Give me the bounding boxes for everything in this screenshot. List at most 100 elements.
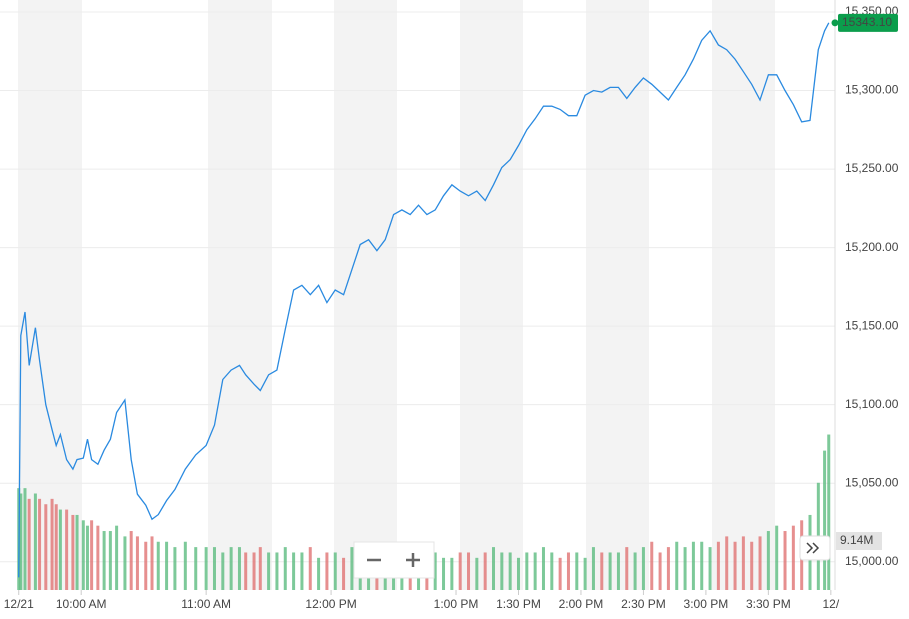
volume-bar [44, 504, 48, 590]
volume-bar [533, 552, 537, 590]
volume-bar [583, 557, 587, 590]
volume-bar [525, 552, 529, 590]
volume-bar [641, 547, 645, 590]
volume-bar [33, 493, 37, 590]
volume-bar [616, 552, 620, 590]
volume-bar [129, 531, 133, 590]
band [334, 0, 397, 590]
volume-bar [750, 541, 754, 590]
volume-bar [650, 541, 654, 590]
volume-bar [50, 498, 54, 590]
volume-bar [566, 552, 570, 590]
volume-bar [558, 557, 562, 590]
volume-bar [183, 541, 187, 590]
volume-bar [58, 509, 62, 590]
volume-bar [237, 547, 241, 590]
plot [18, 22, 830, 578]
volume-bar [144, 541, 148, 590]
band [208, 0, 272, 590]
volume-bar [300, 552, 304, 590]
volume-bar [135, 536, 139, 590]
volume-bar [96, 525, 100, 590]
volume-bar [165, 541, 169, 590]
volume-bar [483, 552, 487, 590]
last-tag-label: 15343.10 [842, 15, 892, 29]
volume-bar [308, 547, 312, 590]
volume-bar [708, 547, 712, 590]
volume-bar [108, 531, 112, 590]
volume-bar [102, 531, 106, 590]
volume-bar [475, 557, 479, 590]
scroll-button[interactable] [799, 535, 831, 561]
volume-bar [212, 547, 216, 590]
labels: 15,000.00 15,050.00 15,100.00 15,150.00 15,2… [4, 4, 899, 611]
y-tick-label: 15,150.00 [845, 318, 899, 332]
volume-bar [733, 541, 737, 590]
volume-bar [700, 541, 704, 590]
volume-bar [85, 525, 89, 590]
band [460, 0, 523, 590]
volume-bar [766, 531, 770, 590]
volume-bar [267, 552, 271, 590]
x-tick-label: 1:30 PM [496, 597, 541, 611]
last-tag [838, 13, 898, 32]
volume-bar [492, 547, 496, 590]
volume-bar [292, 552, 296, 590]
x-tick-label: 12/ [822, 597, 839, 611]
volume-bar [333, 552, 337, 590]
volume-bar [150, 536, 154, 590]
band [712, 0, 775, 590]
volume-bar [229, 547, 233, 590]
volume-tag [836, 532, 882, 550]
x-tick-label: 2:30 PM [621, 597, 666, 611]
volume-bar [81, 520, 85, 590]
volume-bar [90, 520, 94, 590]
volume-bar [450, 557, 454, 590]
volume-bar [725, 536, 729, 590]
volume-bar [500, 552, 504, 590]
y-tick-label: 15,200.00 [845, 240, 899, 254]
grid [0, 11, 835, 563]
volume-bar [550, 552, 554, 590]
volume-bar [633, 552, 637, 590]
chevron [806, 542, 820, 554]
volume-bar [675, 541, 679, 590]
x-tick-label: 3:30 PM [746, 597, 791, 611]
volume-bar [600, 552, 604, 590]
volume-bar [221, 552, 225, 590]
x-tick-label: 10:00 AM [56, 597, 107, 611]
zoom-controls[interactable] [353, 541, 435, 579]
x-tick-label: 3:00 PM [684, 597, 729, 611]
volume-bar [783, 531, 787, 590]
volume-bar [691, 541, 695, 590]
volume-bar [775, 525, 779, 590]
volume-bar [27, 498, 31, 590]
volume-bar [325, 552, 329, 590]
volume-bar [123, 536, 127, 590]
session-bands [18, 0, 775, 590]
volume-bar [252, 552, 256, 590]
scroll-box[interactable] [799, 535, 831, 561]
volume-bar [71, 514, 75, 590]
y-tick-label: 15,100.00 [845, 397, 899, 411]
y-tick-label: 15,000.00 [845, 554, 899, 568]
volume-bar [758, 536, 762, 590]
volume-bar [244, 552, 248, 590]
volume-bar [508, 552, 512, 590]
volume-bar [258, 547, 262, 590]
volume-bar [350, 547, 354, 590]
volume-bar [283, 547, 287, 590]
price-line [18, 22, 830, 578]
volume-bar [716, 541, 720, 590]
volume-bar [516, 557, 520, 590]
volume-bar [541, 547, 545, 590]
volume-bar [173, 547, 177, 590]
x-tick-label: 12:00 PM [305, 597, 356, 611]
volume-bar [194, 547, 198, 590]
volume-bar [458, 552, 462, 590]
volume-bar [65, 509, 69, 590]
volume-bar [823, 450, 827, 590]
x-tick-label: 11:00 AM [181, 597, 231, 611]
x-tick-label: 12/21 [4, 597, 34, 611]
